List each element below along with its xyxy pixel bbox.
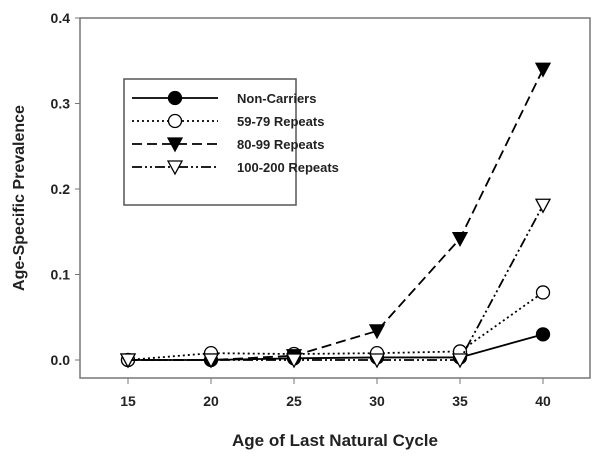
- x-tick-label: 25: [286, 393, 302, 409]
- series-100-200-repeats: [119, 198, 552, 369]
- y-tick-label: 0.2: [51, 181, 71, 197]
- series-line: [128, 204, 544, 361]
- legend-label: 80-99 Repeats: [237, 137, 324, 152]
- x-tick-label: 35: [452, 393, 468, 409]
- x-tick-label: 40: [535, 393, 551, 409]
- series-line: [127, 291, 544, 361]
- y-tick-label: 0.4: [51, 10, 71, 26]
- x-tick-label: 15: [120, 393, 136, 409]
- data-point: [285, 353, 303, 369]
- data-point: [535, 327, 551, 342]
- x-tick-label: 30: [369, 393, 385, 409]
- legend-label: 59-79 Repeats: [237, 114, 324, 129]
- y-tick-label: 0.1: [51, 267, 71, 283]
- y-tick-label: 0.3: [51, 96, 71, 112]
- data-point: [368, 353, 386, 369]
- y-tick-label: 0.0: [51, 352, 71, 368]
- data-point: [368, 324, 386, 340]
- y-axis-label: Age-Specific Prevalence: [11, 105, 28, 291]
- data-point: [451, 353, 469, 369]
- legend-marker: [167, 90, 183, 106]
- legend-marker: [166, 160, 184, 176]
- legend-item: 100-200 Repeats: [132, 160, 339, 176]
- x-tick-label: 20: [203, 393, 219, 409]
- x-axis-label: Age of Last Natural Cycle: [232, 431, 438, 450]
- series-59-79-repeats: [120, 285, 551, 368]
- legend-label: Non-Carriers: [237, 91, 316, 106]
- legend-marker: [166, 137, 184, 153]
- data-point: [534, 62, 552, 78]
- plot-frame: [79, 17, 591, 379]
- data-point: [535, 285, 551, 300]
- legend-item: 80-99 Repeats: [132, 137, 324, 153]
- legend-item: Non-Carriers: [132, 90, 316, 106]
- data-point: [119, 353, 137, 369]
- series-line: [128, 333, 544, 361]
- legend-marker: [167, 113, 183, 129]
- data-point: [202, 353, 220, 369]
- legend-label: 100-200 Repeats: [237, 160, 339, 175]
- legend: Non-Carriers 59-79 Repeats 80-99 Repeats 10…: [123, 78, 339, 206]
- data-point: [451, 231, 469, 247]
- legend-item: 59-79 Repeats: [132, 113, 324, 129]
- data-point: [534, 198, 552, 214]
